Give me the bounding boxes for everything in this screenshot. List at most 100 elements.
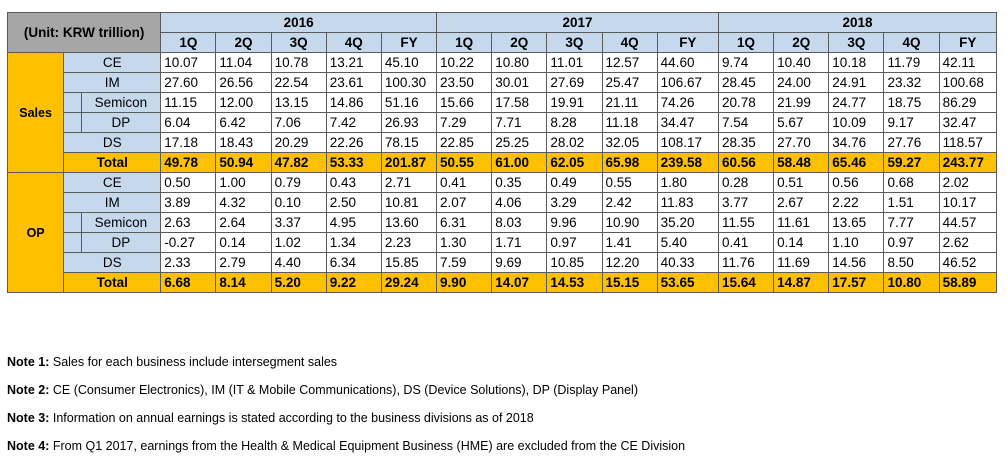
note-text: Sales for each business include interseg… <box>52 355 338 369</box>
value-cell: 26.56 <box>215 72 272 93</box>
segment-label: IM <box>63 72 162 93</box>
value-cell: 17.18 <box>160 132 217 153</box>
total-value-cell: 53.65 <box>656 272 719 293</box>
value-cell: 2.79 <box>215 252 272 273</box>
value-cell: 14.86 <box>325 92 382 113</box>
value-cell: 22.85 <box>436 132 493 153</box>
value-cell: 7.59 <box>436 252 493 273</box>
value-cell: 12.57 <box>601 52 658 73</box>
total-value-cell: 50.55 <box>436 152 493 173</box>
value-cell: 12.20 <box>601 252 658 273</box>
total-value-cell: 9.90 <box>436 272 493 293</box>
value-cell: 25.25 <box>491 132 548 153</box>
value-cell: 0.51 <box>773 172 830 193</box>
value-cell: 2.67 <box>773 192 830 213</box>
total-value-cell: 65.98 <box>601 152 658 173</box>
period-header: 4Q <box>325 32 382 53</box>
value-cell: 10.22 <box>436 52 493 73</box>
value-cell: 6.04 <box>160 112 217 133</box>
value-cell: 2.64 <box>215 212 272 233</box>
value-cell: 27.69 <box>546 72 603 93</box>
value-cell: 9.96 <box>546 212 603 233</box>
value-cell: 7.42 <box>325 112 382 133</box>
value-cell: 0.97 <box>883 232 940 253</box>
period-header: 1Q <box>436 32 493 53</box>
value-cell: 19.91 <box>546 92 603 113</box>
value-cell: 11.18 <box>601 112 658 133</box>
value-cell: 13.15 <box>270 92 327 113</box>
value-cell: 0.35 <box>491 172 548 193</box>
table-row: IM 3.89 4.32 0.10 2.50 10.81 2.07 4.06 3.29 2.42 1… <box>8 192 998 213</box>
note-line: Note 3: Information on annual earnings i… <box>7 410 685 438</box>
value-cell: 7.71 <box>491 112 548 133</box>
note-line: Note 1: Sales for each business include … <box>7 354 685 382</box>
note-label: Note 3: <box>7 411 50 425</box>
value-cell: 0.68 <box>883 172 940 193</box>
note-label: Note 4: <box>7 439 50 453</box>
group-label: Sales <box>6 52 65 173</box>
value-cell: 6.34 <box>325 252 382 273</box>
value-cell: 21.99 <box>773 92 830 113</box>
table-row: Sales CE 10.07 11.04 10.78 13.21 45.10 10.22 10.… <box>6 52 998 173</box>
group-label: OP <box>6 172 65 293</box>
value-cell: 2.23 <box>380 232 438 253</box>
value-cell: 45.10 <box>380 52 438 73</box>
total-label: Total <box>63 152 162 173</box>
value-cell: 1.41 <box>601 232 658 253</box>
total-value-cell: 60.56 <box>717 152 775 173</box>
period-header: 2Q <box>773 32 830 53</box>
segment-label: DP <box>80 112 162 133</box>
total-value-cell: 9.22 <box>325 272 382 293</box>
value-cell: 27.70 <box>773 132 830 153</box>
table-row: DP 6.04 6.42 7.06 7.42 26.93 7.29 7.71 8.28 11.18… <box>8 112 998 133</box>
value-cell: 15.66 <box>436 92 493 113</box>
value-cell: 10.81 <box>380 192 438 213</box>
table-row: DS 17.18 18.43 20.29 22.26 78.15 22.85 25.25 28.… <box>8 132 998 153</box>
value-cell: 9.17 <box>883 112 940 133</box>
value-cell: 7.29 <box>436 112 493 133</box>
total-value-cell: 8.14 <box>215 272 272 293</box>
value-cell: 86.29 <box>938 92 998 113</box>
value-cell: 46.52 <box>938 252 998 273</box>
segment-label: IM <box>63 192 162 213</box>
total-value-cell: 49.78 <box>160 152 217 173</box>
value-cell: 2.50 <box>325 192 382 213</box>
total-value-cell: 10.80 <box>883 272 940 293</box>
value-cell: 11.04 <box>215 52 272 73</box>
period-header: 4Q <box>601 32 658 53</box>
period-header: 1Q <box>717 32 775 53</box>
value-cell: 4.32 <box>215 192 272 213</box>
value-cell: 7.06 <box>270 112 327 133</box>
value-cell: 2.02 <box>938 172 998 193</box>
segment-label: Semicon <box>80 92 162 113</box>
value-cell: 11.69 <box>773 252 830 273</box>
value-cell: 1.34 <box>325 232 382 253</box>
value-cell: 17.58 <box>491 92 548 113</box>
total-value-cell: 15.15 <box>601 272 658 293</box>
value-cell: 26.93 <box>380 112 438 133</box>
indent-cell <box>63 112 82 133</box>
value-cell: 2.07 <box>436 192 493 213</box>
value-cell: 2.63 <box>160 212 217 233</box>
value-cell: 24.91 <box>828 72 885 93</box>
value-cell: 2.22 <box>828 192 885 213</box>
value-cell: 0.55 <box>601 172 658 193</box>
note-line: Note 2: CE (Consumer Electronics), IM (I… <box>7 382 685 410</box>
value-cell: 9.69 <box>491 252 548 273</box>
segment-label: CE <box>63 172 162 193</box>
period-header: 3Q <box>828 32 885 53</box>
value-cell: 9.74 <box>717 52 775 73</box>
value-cell: 5.67 <box>773 112 830 133</box>
value-cell: 6.31 <box>436 212 493 233</box>
value-cell: 13.21 <box>325 52 382 73</box>
value-cell: 100.30 <box>380 72 438 93</box>
value-cell: 14.56 <box>828 252 885 273</box>
value-cell: 3.89 <box>160 192 217 213</box>
value-cell: 8.28 <box>546 112 603 133</box>
value-cell: 0.97 <box>546 232 603 253</box>
period-header: 3Q <box>546 32 603 53</box>
value-cell: 1.30 <box>436 232 493 253</box>
value-cell: 40.33 <box>656 252 719 273</box>
value-cell: 13.65 <box>828 212 885 233</box>
value-cell: 1.02 <box>270 232 327 253</box>
